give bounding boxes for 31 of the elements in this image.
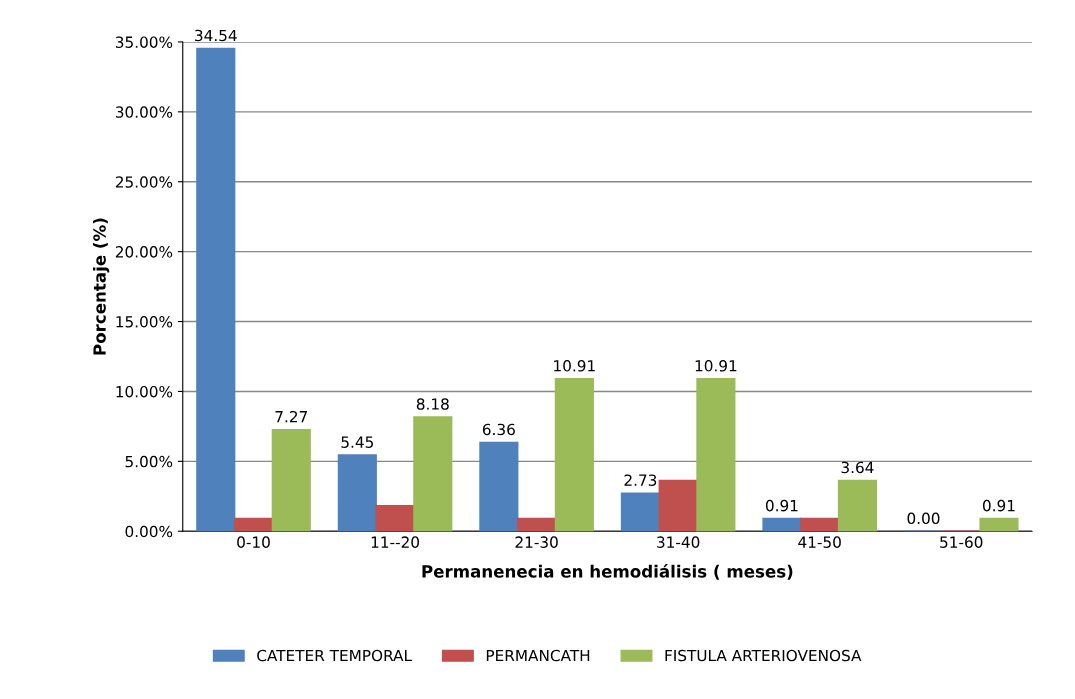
data-label: 0.00 bbox=[907, 512, 940, 525]
data-label: 2.73 bbox=[624, 474, 657, 486]
y-tick-label: 25.00% bbox=[115, 176, 173, 188]
data-label: 7.27 bbox=[275, 410, 307, 423]
x-tick-label: 41-50 bbox=[798, 536, 841, 548]
data-label: 0.91 bbox=[982, 499, 1015, 512]
y-tick-label: 20.00% bbox=[115, 246, 173, 258]
x-tick-label: 51-60 bbox=[940, 536, 983, 548]
x-tick-label: 11--20 bbox=[371, 536, 419, 548]
y-axis-title: Porcentaje (%) bbox=[92, 218, 110, 355]
x-tick-label: 21-30 bbox=[515, 536, 558, 548]
y-tick-label: 35.00% bbox=[115, 36, 173, 48]
legend-label: CATETER TEMPORAL bbox=[257, 649, 412, 662]
x-axis-title: Permanenecia en hemodiálisis ( meses) bbox=[422, 564, 793, 580]
data-label: 0.91 bbox=[765, 499, 798, 512]
legend-label: PERMANCATH bbox=[486, 649, 590, 662]
data-label: 3.64 bbox=[841, 461, 874, 474]
data-label: 5.45 bbox=[341, 436, 373, 448]
data-label: 8.18 bbox=[416, 398, 449, 410]
legend-label: FISTULA ARTERIOVENOSA bbox=[665, 649, 862, 662]
data-label: 34.54 bbox=[195, 29, 237, 42]
y-tick-label: 30.00% bbox=[115, 106, 173, 118]
y-tick-label: 15.00% bbox=[116, 316, 173, 328]
y-tick-label: 5.00% bbox=[125, 455, 173, 468]
data-label: 10.91 bbox=[695, 360, 737, 372]
x-tick-label: 31-40 bbox=[657, 536, 700, 548]
x-tick-label: 0-10 bbox=[237, 536, 270, 548]
data-label: 6.36 bbox=[482, 423, 515, 436]
data-label: 10.91 bbox=[554, 360, 595, 372]
y-tick-label: 10.00% bbox=[116, 385, 173, 398]
y-tick-label: 0.00% bbox=[125, 525, 173, 538]
